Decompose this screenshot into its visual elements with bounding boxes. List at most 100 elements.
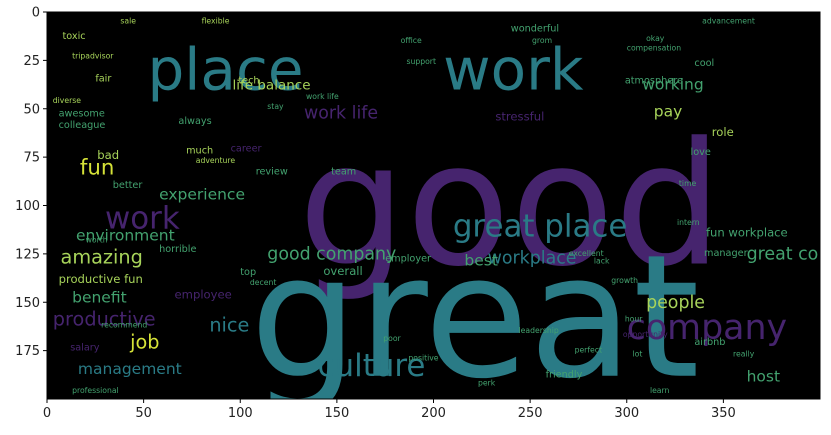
word-55: review bbox=[256, 167, 288, 178]
word-50: career bbox=[231, 143, 262, 154]
word-56: horrible bbox=[159, 244, 196, 255]
word-65: hour bbox=[625, 315, 643, 324]
word-36: colleague bbox=[59, 120, 106, 131]
word-13: management bbox=[78, 360, 182, 378]
word-31: salary bbox=[70, 343, 100, 354]
word-9: amazing bbox=[61, 246, 143, 269]
word-76: great company bbox=[747, 245, 831, 265]
word-29: airbnb bbox=[694, 337, 725, 348]
x-tick-label: 250 bbox=[518, 406, 543, 421]
word-21: productive fun bbox=[59, 272, 143, 286]
word-81: sale bbox=[120, 17, 136, 26]
y-tick-label: 125 bbox=[15, 247, 40, 262]
word-10: productive bbox=[53, 307, 156, 330]
word-58: top bbox=[240, 267, 256, 278]
y-tick-label: 75 bbox=[23, 151, 40, 166]
word-71: positive bbox=[408, 353, 438, 362]
word-12: job bbox=[129, 331, 159, 354]
word-33: better bbox=[113, 180, 143, 191]
word-48: always bbox=[178, 116, 211, 127]
word-45: okay bbox=[646, 34, 665, 43]
y-tick-label: 175 bbox=[15, 344, 40, 359]
word-42: cool bbox=[694, 58, 714, 69]
word-79: fun workplace bbox=[706, 225, 788, 239]
word-72: poor bbox=[383, 334, 401, 343]
word-44: grom bbox=[532, 36, 552, 45]
word-0: good bbox=[298, 107, 722, 305]
word-57: worth bbox=[86, 235, 108, 244]
word-86: adventure bbox=[196, 156, 236, 165]
word-64: opportunity bbox=[623, 330, 668, 339]
word-62: excellent bbox=[569, 249, 604, 258]
word-23: host bbox=[747, 368, 780, 386]
word-87: work life bbox=[306, 92, 339, 101]
word-37: toxic bbox=[62, 31, 85, 42]
word-78: experience bbox=[159, 186, 245, 204]
word-39: atmosphere bbox=[625, 76, 683, 87]
y-tick-label: 150 bbox=[15, 296, 40, 311]
word-51: team bbox=[331, 167, 356, 178]
word-49: much bbox=[186, 145, 213, 156]
word-70: perk bbox=[478, 378, 496, 387]
word-67: lot bbox=[633, 349, 643, 358]
word-41: compensation bbox=[627, 44, 681, 53]
word-11: nice bbox=[209, 313, 249, 336]
word-35: awesome bbox=[59, 108, 105, 119]
word-20: benefit bbox=[72, 288, 127, 306]
x-tick-label: 0 bbox=[43, 406, 51, 421]
word-61: lack bbox=[594, 257, 610, 266]
word-54: intern bbox=[677, 218, 700, 227]
word-17: life balance bbox=[233, 77, 311, 93]
word-47: stay bbox=[267, 102, 284, 111]
word-84: advancement bbox=[702, 17, 755, 26]
word-25: employee bbox=[175, 287, 232, 301]
x-tick-label: 50 bbox=[135, 406, 152, 421]
word-38: diverse bbox=[53, 96, 81, 105]
x-axis: 0 50 100 150 200 250 300 350 bbox=[43, 399, 736, 421]
word-46: tech bbox=[238, 76, 259, 87]
plot-background bbox=[47, 12, 820, 399]
word-27: employer bbox=[385, 254, 431, 265]
word-77: environment bbox=[76, 226, 175, 244]
word-75: good company bbox=[267, 245, 396, 265]
word-30: friendly bbox=[546, 370, 583, 381]
word-69: learn bbox=[650, 386, 670, 395]
word-40: wonderful bbox=[511, 23, 559, 34]
x-tick-label: 200 bbox=[421, 406, 446, 421]
word-14: workplace bbox=[488, 249, 577, 269]
word-28: manager bbox=[704, 248, 748, 259]
word-80: role bbox=[712, 125, 734, 139]
x-tick-label: 300 bbox=[614, 406, 639, 421]
word-19: pay bbox=[654, 102, 683, 120]
word-66: perfect bbox=[575, 346, 602, 355]
word-83: support bbox=[406, 57, 436, 66]
word-22: best bbox=[464, 251, 498, 269]
y-tick-label: 25 bbox=[23, 54, 40, 69]
word-4: great place bbox=[453, 208, 628, 244]
word-2: place bbox=[147, 35, 303, 103]
y-tick-label: 100 bbox=[15, 199, 40, 214]
word-3: work bbox=[443, 35, 584, 103]
word-24: stressful bbox=[495, 109, 544, 123]
x-tick-label: 100 bbox=[228, 406, 253, 421]
word-85: tripadvisor bbox=[72, 51, 114, 60]
word-34: fair bbox=[95, 74, 111, 85]
word-74: professional bbox=[72, 386, 119, 395]
word-5: company bbox=[627, 308, 787, 348]
word-43: office bbox=[401, 36, 422, 45]
x-tick-label: 350 bbox=[711, 406, 736, 421]
word-7: work bbox=[105, 201, 180, 237]
word-8: fun bbox=[80, 156, 115, 181]
word-16: work life bbox=[304, 103, 378, 123]
word-26: overall bbox=[323, 264, 362, 278]
word-1: great bbox=[250, 219, 700, 417]
x-tick-label: 150 bbox=[324, 406, 349, 421]
word-32: bad bbox=[97, 148, 119, 162]
y-axis: 0 25 50 75 100 125 150 175 bbox=[15, 6, 47, 359]
word-15: people bbox=[646, 293, 705, 313]
word-63: leadership bbox=[519, 326, 559, 335]
word-73: recommend bbox=[101, 320, 147, 329]
word-82: flexible bbox=[202, 17, 230, 26]
